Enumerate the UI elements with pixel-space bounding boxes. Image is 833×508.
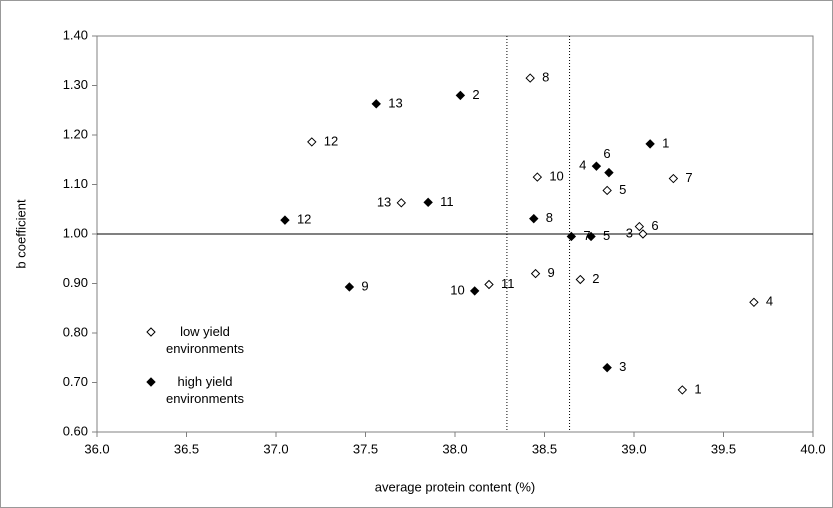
point-label: 11 (501, 276, 515, 291)
x-tick-label: 36.5 (174, 441, 199, 456)
y-tick-label: 1.00 (63, 225, 88, 240)
legend-marker (146, 377, 156, 387)
point-label: 1 (694, 381, 701, 396)
point (638, 229, 648, 239)
y-tick-label: 1.30 (63, 77, 88, 92)
point (586, 231, 596, 242)
point-label: 7 (685, 170, 692, 185)
point-label: 13 (388, 95, 402, 110)
point (645, 139, 655, 149)
x-tick-label: 37.5 (353, 441, 378, 456)
point (280, 215, 290, 225)
point (566, 231, 577, 242)
x-tick-label: 36.0 (84, 441, 109, 456)
point-label: 3 (626, 225, 633, 240)
point (602, 185, 612, 196)
point (371, 99, 381, 109)
legend-marker (146, 327, 156, 337)
x-tick-label: 39.5 (711, 441, 736, 456)
point-label: 1 (662, 135, 669, 150)
y-axis-title: b coefficient (13, 199, 28, 269)
point-label: 4 (579, 158, 586, 173)
point (469, 286, 480, 296)
point (677, 385, 688, 395)
point-label: 5 (619, 182, 626, 197)
point-label: 8 (542, 70, 549, 85)
y-tick-label: 1.10 (63, 176, 88, 191)
point (532, 172, 543, 182)
point-label: 4 (766, 294, 773, 309)
point (307, 137, 317, 147)
point (525, 73, 535, 83)
point-label: 7 (583, 228, 590, 243)
y-tick-label: 0.60 (63, 423, 88, 438)
point-label: 10 (450, 282, 464, 297)
point (604, 167, 614, 178)
legend-label: high yield environments (165, 374, 245, 406)
x-tick-label: 40.0 (800, 441, 825, 456)
x-axis-title: average protein content (%) (375, 479, 535, 494)
point (529, 213, 539, 224)
point-label: 13 (377, 194, 391, 209)
point-label: 6 (603, 146, 610, 161)
x-tick-label: 38.0 (442, 441, 467, 456)
point-label: 10 (549, 169, 563, 184)
point-label: 5 (603, 228, 610, 243)
y-tick-label: 1.40 (63, 27, 88, 42)
y-tick-label: 1.20 (63, 126, 88, 141)
point-label: 8 (546, 210, 553, 225)
point-label: 11 (440, 194, 454, 209)
y-tick-label: 0.90 (63, 275, 88, 290)
point-label: 2 (592, 271, 599, 286)
point-label: 12 (324, 133, 338, 148)
point-label: 2 (472, 87, 479, 102)
x-tick-label: 39.0 (621, 441, 646, 456)
point (396, 198, 407, 208)
point (634, 221, 645, 232)
point-label: 9 (361, 278, 368, 293)
point (344, 282, 355, 292)
point-label: 6 (651, 218, 658, 233)
x-tick-label: 37.0 (263, 441, 288, 456)
point (530, 268, 541, 279)
point (602, 362, 612, 373)
point (749, 297, 759, 308)
point-label: 3 (619, 359, 626, 374)
point (423, 197, 433, 208)
point (484, 279, 494, 290)
legend-label: low yield environments (165, 324, 245, 356)
point-label: 9 (548, 265, 555, 280)
point (668, 173, 679, 184)
y-tick-label: 0.70 (63, 374, 88, 389)
point (455, 90, 466, 101)
x-tick-label: 38.5 (532, 441, 557, 456)
point-label: 12 (297, 212, 311, 227)
point (591, 161, 602, 171)
point (575, 274, 586, 285)
y-tick-label: 0.80 (63, 324, 88, 339)
